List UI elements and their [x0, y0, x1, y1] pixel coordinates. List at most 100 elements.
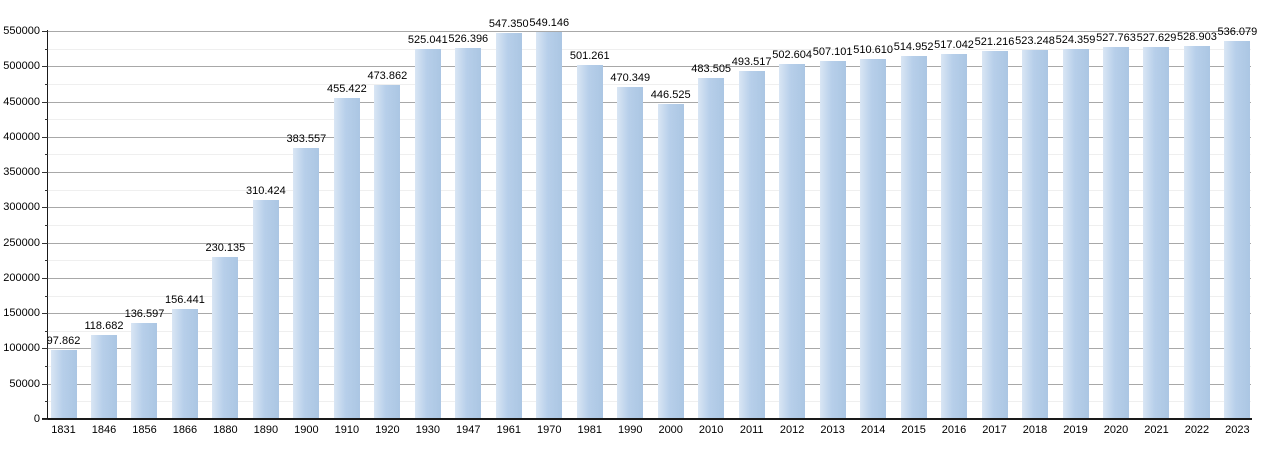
x-tick-label: 1846	[91, 424, 117, 436]
bar-1961	[495, 32, 522, 419]
y-major-tick	[42, 66, 48, 68]
bar-value-label: 493.517	[731, 55, 772, 68]
bar-1930	[414, 48, 441, 419]
bar-value-label: 524.359	[1055, 34, 1096, 47]
x-tick-label: 2017	[982, 424, 1007, 436]
bar-value-label: 523.248	[1015, 34, 1055, 47]
bar-2000	[657, 104, 684, 419]
bar-2010	[698, 77, 725, 419]
y-minor-tick	[44, 154, 48, 156]
major-gridline	[48, 172, 1251, 174]
y-major-tick	[42, 101, 48, 103]
bar-value-label: 521.216	[974, 36, 1015, 49]
y-minor-tick	[44, 83, 48, 85]
y-tick-label: 250000	[3, 236, 40, 249]
y-major-tick	[42, 313, 48, 315]
x-tick-label: 1831	[51, 424, 76, 436]
bar-value-label: 97.862	[46, 334, 81, 347]
y-tick-label: 350000	[3, 166, 40, 179]
bar-2012	[779, 64, 806, 419]
bar-value-label: 525.041	[407, 33, 448, 46]
y-major-tick	[42, 419, 48, 420]
x-tick-label: 2020	[1103, 424, 1129, 436]
major-gridline	[48, 101, 1251, 103]
bar-value-label: 514.952	[893, 40, 934, 53]
x-axis-line	[42, 418, 1252, 420]
x-tick-label: 1961	[496, 424, 522, 436]
x-tick-label: 2016	[941, 424, 967, 436]
y-minor-tick	[44, 295, 48, 297]
x-tick-label: 2019	[1063, 424, 1088, 436]
x-tick-label: 1866	[172, 424, 198, 436]
bar-2014	[860, 58, 887, 419]
y-minor-tick	[44, 119, 48, 121]
bar-value-label: 547.350	[488, 17, 529, 30]
x-tick-label: 2022	[1184, 424, 1210, 436]
y-major-tick	[42, 136, 48, 138]
bar-value-label: 517.042	[934, 39, 974, 52]
bar-value-label: 507.101	[812, 46, 853, 59]
bar-value-label: 526.396	[448, 32, 489, 45]
y-major-tick	[42, 31, 48, 32]
major-gridline	[48, 136, 1251, 138]
bar-value-label: 528.903	[1177, 30, 1217, 43]
bar-value-label: 118.682	[84, 320, 124, 333]
y-major-tick	[42, 277, 48, 279]
bar-1970	[536, 31, 563, 419]
bar-value-label: 510.610	[853, 43, 893, 56]
y-tick-label: 50000	[9, 377, 40, 390]
y-tick-label: 0	[33, 413, 40, 425]
bar-value-label: 483.505	[691, 62, 732, 75]
x-tick-label: 1920	[375, 424, 400, 436]
minor-gridline	[48, 154, 1251, 156]
bar-1920	[374, 84, 401, 419]
x-tick-label: 2010	[698, 424, 724, 436]
minor-gridline	[48, 295, 1251, 297]
bar-value-label: 446.525	[650, 88, 691, 101]
x-tick-label: 2012	[779, 424, 805, 436]
bar-1947	[455, 47, 482, 419]
bar-1981	[576, 65, 603, 419]
x-tick-label: 2000	[658, 424, 683, 436]
bar-1990	[617, 87, 644, 419]
bar-2018	[1022, 49, 1049, 419]
bar-value-label: 310.424	[246, 185, 286, 197]
minor-gridline	[48, 366, 1251, 368]
bar-1831	[50, 349, 77, 419]
y-major-tick	[42, 348, 48, 350]
x-tick-label: 1880	[213, 424, 238, 436]
x-tick-label: 1990	[617, 424, 643, 436]
bar-2016	[941, 54, 968, 419]
bar-value-label: 383.557	[286, 133, 327, 146]
bar-2015	[900, 55, 927, 419]
major-gridline	[48, 383, 1251, 385]
y-major-tick	[42, 242, 48, 244]
y-tick-label: 150000	[3, 307, 40, 320]
minor-gridline	[48, 225, 1251, 226]
bar-value-label: 536.079	[1217, 25, 1258, 38]
y-major-tick	[42, 383, 48, 385]
bar-value-label: 156.441	[165, 293, 205, 306]
major-gridline	[48, 66, 1251, 68]
bar-value-label: 473.862	[367, 69, 408, 82]
bar-2017	[981, 51, 1008, 419]
bar-value-label: 470.349	[610, 72, 651, 85]
x-tick-label: 1856	[132, 424, 157, 436]
bar-1866	[171, 308, 198, 419]
bar-1910	[333, 97, 360, 419]
x-tick-label: 2014	[860, 424, 886, 436]
y-tick-label: 200000	[3, 271, 40, 284]
x-tick-label: 2011	[739, 424, 764, 436]
bar-2021	[1143, 46, 1170, 419]
y-tick-label: 400000	[3, 130, 40, 143]
minor-gridline	[48, 260, 1251, 262]
y-tick-label: 550000	[3, 25, 40, 37]
bar-1846	[90, 335, 117, 419]
bar-value-label: 230.135	[205, 241, 246, 254]
y-tick-label: 450000	[3, 95, 40, 108]
x-tick-label: 2021	[1144, 424, 1169, 436]
minor-gridline	[48, 83, 1251, 85]
minor-gridline	[48, 189, 1251, 191]
y-major-tick	[42, 172, 48, 174]
